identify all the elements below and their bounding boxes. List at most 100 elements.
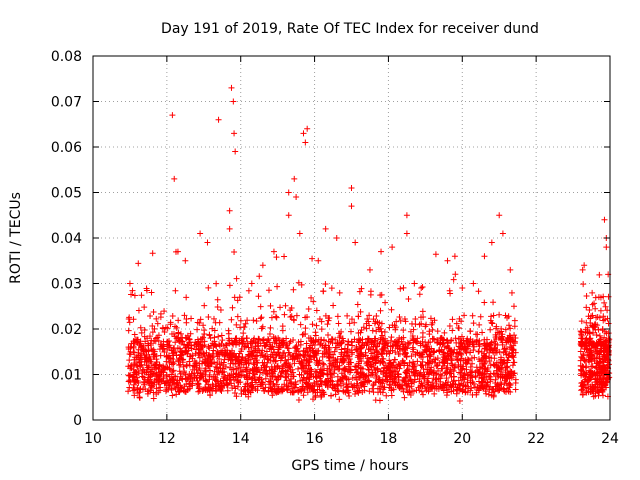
data-point <box>336 362 343 369</box>
data-point <box>171 175 178 182</box>
data-point <box>362 352 369 359</box>
data-point <box>300 331 307 338</box>
data-point <box>412 321 419 328</box>
data-point <box>511 370 518 377</box>
data-point <box>469 374 476 381</box>
data-point <box>212 319 219 326</box>
data-point <box>328 392 335 399</box>
data-point <box>383 370 390 377</box>
data-point <box>368 371 375 378</box>
data-point <box>286 379 293 386</box>
data-point <box>307 371 314 378</box>
data-point <box>451 373 458 380</box>
data-point <box>223 379 230 386</box>
data-point <box>450 276 457 283</box>
data-point <box>216 356 223 363</box>
data-point <box>508 344 515 351</box>
data-point <box>158 378 165 385</box>
data-point <box>138 343 145 350</box>
data-point <box>581 357 588 364</box>
data-point <box>459 388 466 395</box>
data-point <box>512 386 519 393</box>
data-point <box>311 350 318 357</box>
data-point <box>357 308 364 315</box>
data-point <box>404 345 411 352</box>
y-axis-ticks: 0 0.01 0.02 0.03 0.04 0.05 0.06 0.07 0.08 <box>51 49 610 429</box>
data-point <box>403 212 410 219</box>
data-point <box>339 357 346 364</box>
data-point <box>485 391 492 398</box>
data-point <box>502 367 509 374</box>
data-point <box>261 366 268 373</box>
data-point <box>276 336 283 343</box>
data-point <box>583 292 590 299</box>
grid-lines <box>93 56 610 420</box>
data-point <box>183 375 190 382</box>
data-point <box>197 230 204 237</box>
data-point <box>378 379 385 386</box>
data-point <box>509 349 516 356</box>
data-point <box>243 364 250 371</box>
data-point <box>357 336 364 343</box>
data-point <box>399 341 406 348</box>
data-point <box>353 369 360 376</box>
data-point <box>189 352 196 359</box>
data-point <box>473 389 480 396</box>
data-point <box>351 319 358 326</box>
data-point <box>139 344 146 351</box>
data-point <box>475 348 482 355</box>
data-point <box>190 362 197 369</box>
data-point <box>434 362 441 369</box>
data-point <box>167 355 174 362</box>
data-point <box>180 356 187 363</box>
data-point <box>581 262 588 269</box>
data-point <box>501 345 508 352</box>
data-point <box>228 84 235 91</box>
data-point <box>580 281 587 288</box>
data-point <box>329 374 336 381</box>
data-point <box>387 337 394 344</box>
data-point <box>445 379 452 386</box>
data-point <box>229 347 236 354</box>
data-point <box>215 350 222 357</box>
data-point <box>242 391 249 398</box>
data-point <box>467 328 474 335</box>
data-point <box>274 283 281 290</box>
data-point <box>290 286 297 293</box>
data-point <box>295 339 302 346</box>
data-point <box>593 332 600 339</box>
data-point <box>141 358 148 365</box>
data-point <box>183 361 190 368</box>
data-point <box>470 280 477 287</box>
data-point <box>500 373 507 380</box>
data-point <box>316 359 323 366</box>
data-point <box>201 327 208 334</box>
data-point <box>287 351 294 358</box>
data-point <box>497 354 504 361</box>
data-point <box>599 363 606 370</box>
data-point <box>344 383 351 390</box>
data-point <box>375 324 382 331</box>
data-point <box>596 336 603 343</box>
data-point <box>487 317 494 324</box>
data-point <box>262 384 269 391</box>
data-point <box>580 381 587 388</box>
data-point <box>166 338 173 345</box>
data-point <box>482 370 489 377</box>
data-point <box>176 368 183 375</box>
data-point <box>346 393 353 400</box>
data-point <box>195 380 202 387</box>
data-point <box>229 354 236 361</box>
data-point <box>419 354 426 361</box>
data-point <box>194 319 201 326</box>
data-point <box>512 380 519 387</box>
y-tick-label: 0.06 <box>51 140 82 156</box>
data-point <box>177 382 184 389</box>
data-point <box>147 340 154 347</box>
data-point <box>412 338 419 345</box>
data-point <box>496 348 503 355</box>
data-point <box>161 328 168 335</box>
data-point <box>461 370 468 377</box>
data-point <box>125 327 132 334</box>
